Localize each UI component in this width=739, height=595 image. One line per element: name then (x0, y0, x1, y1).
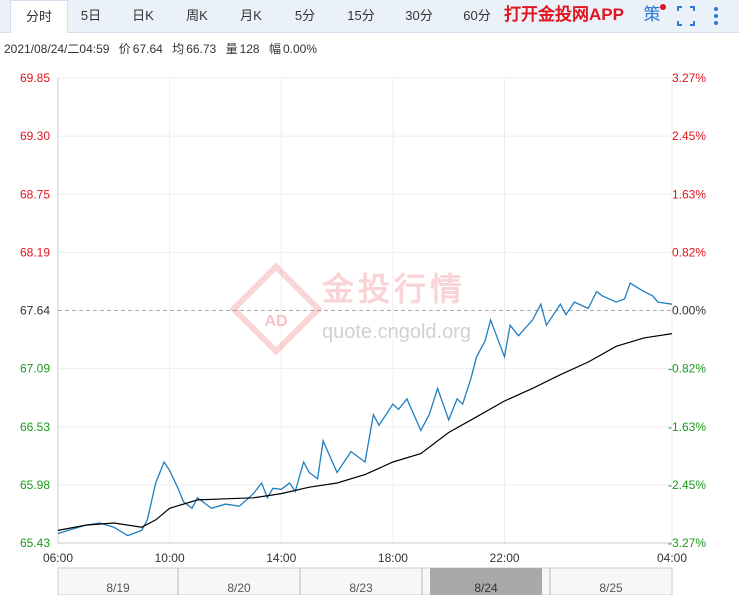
x-tick-label: 10:00 (155, 551, 185, 565)
info-avg: 66.73 (186, 42, 217, 56)
tab-8[interactable]: 60分 (463, 8, 491, 23)
fullscreen-icon[interactable] (672, 0, 700, 32)
x-tick-label: 04:00 (657, 551, 687, 565)
tab-5[interactable]: 5分 (294, 8, 316, 23)
navigator-label: 8/25 (599, 581, 623, 595)
info-vol-label: 量 (225, 42, 238, 56)
watermark-brand: 金投行情 (321, 271, 466, 307)
y-tick-label: 65.43 (20, 536, 50, 550)
price-line (57, 282, 673, 537)
navigator-track (57, 567, 673, 595)
info-avg-label: 均 (172, 42, 185, 56)
navigator-label: 8/20 (227, 581, 251, 595)
x-tick-label: 14:00 (266, 551, 296, 565)
average-line (57, 333, 673, 531)
x-tick-label: 18:00 (378, 551, 408, 565)
watermark: AD 金投行情 quote.cngold.org (229, 262, 471, 356)
pct-tick-label: -3.27% (668, 536, 706, 550)
info-chg-label: 幅 (268, 42, 281, 56)
tab-3[interactable]: 周K (186, 8, 208, 23)
strategy-button[interactable]: 策 (643, 5, 661, 24)
pct-tick-label: 0.82% (672, 245, 706, 259)
pct-tick-label: -2.45% (668, 478, 706, 492)
x-tick-label: 06:00 (43, 551, 73, 565)
quote-info-bar: 2021/08/24/二04:59 价 67.64 均 66.73 量 128 幅 0.… (4, 40, 323, 57)
time-navigator[interactable]: 8/19 8/20 8/23 8/24 8/25 (57, 567, 673, 595)
y-tick-label: 66.53 (20, 420, 50, 434)
pct-tick-label: 3.27% (672, 71, 706, 85)
tab-6[interactable]: 15分 (347, 8, 375, 23)
pct-tick-label: 0.00% (672, 304, 706, 318)
y-tick-label: 65.98 (20, 478, 50, 492)
period-tab-bar: 分时 5日 日K 周K 月K 5分 15分 30分 60分 打开金投网APP 策 (0, 0, 739, 33)
tab-2[interactable]: 日K (132, 8, 154, 23)
watermark-url: quote.cngold.org (322, 321, 471, 343)
info-price: 67.64 (132, 42, 163, 56)
tab-7[interactable]: 30分 (405, 8, 433, 23)
y-tick-label: 69.85 (20, 71, 50, 85)
tab-0[interactable]: 分时 (10, 0, 68, 33)
y-tick-label: 68.19 (20, 245, 50, 259)
pct-tick-label: 2.45% (672, 129, 706, 143)
y-tick-label: 69.30 (20, 129, 50, 143)
pct-tick-label: -1.63% (668, 420, 706, 434)
open-app-link[interactable]: 打开金投网APP (504, 5, 624, 24)
y-tick-label: 67.09 (20, 362, 50, 376)
more-vertical-icon[interactable] (704, 0, 728, 32)
pct-tick-label: -0.82% (668, 362, 706, 376)
tab-4[interactable]: 月K (240, 8, 262, 23)
info-datetime: 2021/08/24/二04:59 (4, 42, 110, 56)
info-vol: 128 (239, 42, 260, 56)
navigator-selection[interactable] (430, 568, 542, 595)
pct-tick-label: 1.63% (672, 187, 706, 201)
watermark-logo: AD (264, 313, 287, 330)
y-tick-label: 68.75 (20, 187, 50, 201)
x-tick-label: 22:00 (490, 551, 520, 565)
navigator-label: 8/23 (349, 581, 373, 595)
notification-dot (660, 4, 666, 10)
info-chg: 0.00% (282, 42, 317, 56)
tab-1[interactable]: 5日 (80, 8, 102, 23)
info-price-label: 价 (118, 42, 131, 56)
navigator-label: 8/19 (106, 581, 130, 595)
navigator-label: 8/24 (474, 581, 498, 595)
y-tick-label: 67.64 (20, 304, 50, 318)
